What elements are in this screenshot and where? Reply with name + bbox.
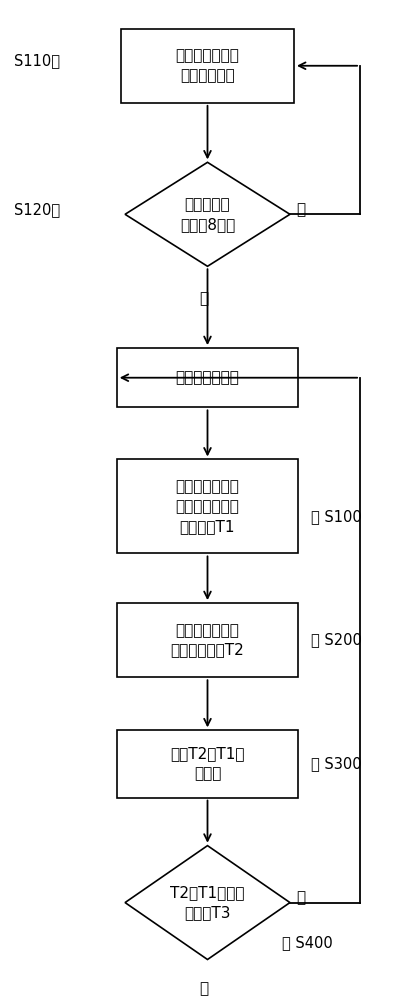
- Text: 否: 否: [296, 202, 305, 217]
- Text: 〜 S100: 〜 S100: [310, 509, 361, 524]
- Text: 否: 否: [296, 890, 305, 905]
- FancyBboxPatch shape: [121, 29, 294, 103]
- Text: 是: 是: [199, 981, 208, 996]
- Text: 计算T2与T1的
时间差: 计算T2与T1的 时间差: [170, 747, 245, 781]
- Text: 〜 S400: 〜 S400: [282, 935, 332, 950]
- Polygon shape: [125, 846, 290, 960]
- Text: 〜 S300: 〜 S300: [310, 756, 361, 771]
- Text: 是: 是: [199, 291, 208, 306]
- Polygon shape: [125, 162, 290, 266]
- Text: 机组上电压缩机
预热时间计时: 机组上电压缩机 预热时间计时: [176, 48, 239, 83]
- FancyBboxPatch shape: [117, 348, 298, 407]
- FancyBboxPatch shape: [117, 730, 298, 798]
- Text: 机组异常掉电或
人为掉电，记录
当前时刻T1: 机组异常掉电或 人为掉电，记录 当前时刻T1: [176, 479, 239, 534]
- Text: S110〜: S110〜: [14, 53, 60, 68]
- Text: T2与T1的时间
差小于T3: T2与T1的时间 差小于T3: [170, 885, 245, 920]
- Text: 机组连续上
电超过8小时: 机组连续上 电超过8小时: [180, 197, 235, 232]
- Text: 压缩机预热完成: 压缩机预热完成: [176, 370, 239, 385]
- Text: S120〜: S120〜: [14, 202, 60, 217]
- FancyBboxPatch shape: [117, 459, 298, 553]
- FancyBboxPatch shape: [117, 603, 298, 677]
- Text: 〜 S200: 〜 S200: [310, 633, 361, 648]
- Text: 机组重新上电，
读取当前时刻T2: 机组重新上电， 读取当前时刻T2: [171, 623, 244, 658]
